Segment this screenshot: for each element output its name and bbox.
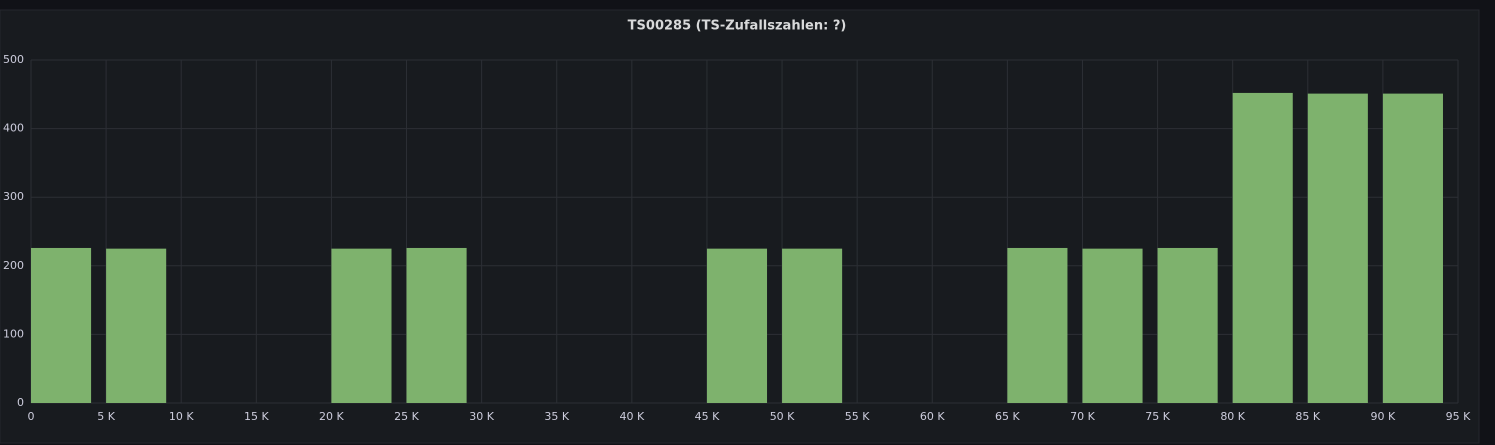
bar bbox=[1007, 247, 1068, 403]
x-tick-label: 50 K bbox=[770, 410, 795, 423]
x-tick-label: 80 K bbox=[1220, 410, 1245, 423]
x-tick-label: 10 K bbox=[169, 410, 194, 423]
bar bbox=[1082, 248, 1143, 403]
bar bbox=[706, 248, 768, 403]
x-tick-label: 55 K bbox=[845, 410, 870, 423]
bar bbox=[106, 248, 167, 403]
y-tick-label: 0 bbox=[17, 396, 24, 409]
bar bbox=[782, 248, 843, 403]
x-tick-label: 95 K bbox=[1446, 410, 1471, 423]
bar bbox=[31, 247, 92, 403]
x-tick-label: 0 bbox=[28, 410, 35, 423]
y-tick-label: 400 bbox=[3, 122, 24, 135]
x-tick-label: 25 K bbox=[394, 410, 419, 423]
x-tick-label: 35 K bbox=[544, 410, 569, 423]
x-tick-label: 85 K bbox=[1295, 410, 1320, 423]
x-tick-label: 5 K bbox=[97, 410, 115, 423]
y-tick-label: 300 bbox=[3, 190, 24, 203]
bar bbox=[1232, 92, 1293, 403]
y-tick-label: 200 bbox=[3, 259, 24, 272]
x-tick-label: 20 K bbox=[319, 410, 344, 423]
x-tick-label: 15 K bbox=[244, 410, 269, 423]
bar bbox=[1307, 93, 1368, 403]
x-tick-label: 75 K bbox=[1145, 410, 1170, 423]
x-tick-label: 65 K bbox=[995, 410, 1020, 423]
bar bbox=[1157, 247, 1218, 403]
x-tick-label: 45 K bbox=[695, 410, 720, 423]
bar bbox=[406, 247, 467, 403]
x-tick-label: 70 K bbox=[1070, 410, 1095, 423]
x-tick-label: 60 K bbox=[920, 410, 945, 423]
chart-title: TS00285 (TS-Zufallszahlen: ?) bbox=[628, 19, 847, 34]
y-tick-label: 100 bbox=[3, 327, 24, 340]
x-tick-label: 40 K bbox=[619, 410, 644, 423]
y-tick-label: 500 bbox=[3, 53, 24, 66]
bar bbox=[331, 248, 392, 403]
x-tick-label: 30 K bbox=[469, 410, 494, 423]
x-tick-label: 90 K bbox=[1371, 410, 1396, 423]
bar bbox=[1382, 93, 1443, 403]
